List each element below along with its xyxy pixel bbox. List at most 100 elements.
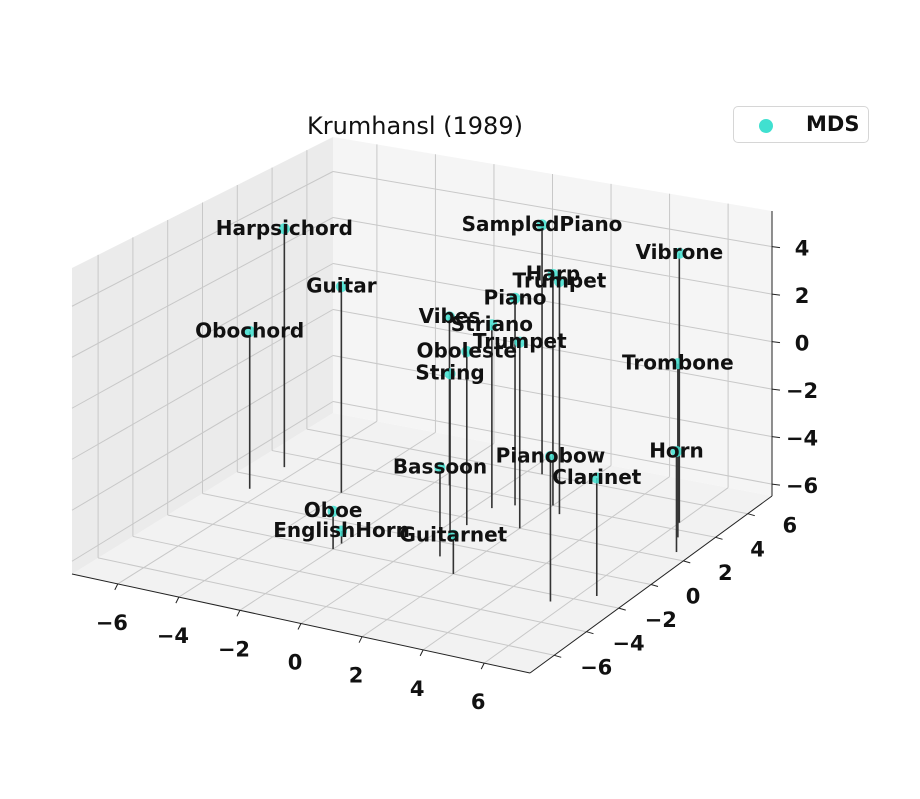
x-tick-label: 4	[410, 677, 425, 701]
grid-line-y	[306, 428, 748, 515]
y-tick-mark	[747, 513, 755, 517]
legend-marker	[759, 119, 773, 133]
y-tick-mark	[650, 584, 659, 587]
z-tick-label: −2	[786, 379, 818, 403]
grid-line-z	[332, 171, 773, 248]
x-tick-mark	[419, 649, 424, 657]
point-label: String	[415, 361, 484, 385]
data-point	[434, 461, 446, 473]
point-label: Harpsichord	[216, 216, 353, 240]
data-point	[673, 247, 685, 259]
y-tick-label: 0	[686, 585, 701, 609]
chart-title: Krumhansl (1989)	[307, 112, 523, 140]
point-label: Vibrone	[635, 240, 723, 264]
point-label: Obochord	[195, 319, 304, 343]
z-tick-mark	[771, 246, 781, 249]
grid-line-y	[202, 493, 652, 585]
grid-line-z	[71, 171, 334, 307]
data-point	[547, 268, 559, 280]
data-point	[327, 505, 339, 517]
data-point	[536, 219, 548, 231]
data-point	[447, 529, 459, 541]
grid-line-z	[71, 263, 334, 409]
x-tick-label: −2	[218, 637, 250, 661]
y-tick-mark	[586, 631, 594, 635]
z-tick-label: 4	[795, 237, 810, 261]
legend: MDS	[733, 106, 869, 143]
data-point	[244, 326, 256, 338]
data-point	[672, 358, 684, 370]
data-point	[591, 472, 603, 484]
point-label: SampledPiano	[462, 212, 623, 236]
z-tick-label: −6	[786, 474, 818, 498]
y-tick-label: 2	[718, 561, 733, 585]
grid-line-z	[332, 217, 773, 295]
point-label: Guitar	[306, 274, 377, 298]
data-point	[443, 311, 455, 323]
x-tick-label: −4	[157, 624, 189, 648]
point-label: Trombone	[622, 351, 734, 375]
point-label: Horn	[649, 438, 704, 462]
point-label: Bassoon	[393, 454, 487, 478]
grid-line-z	[71, 309, 334, 460]
y-tick-mark	[683, 560, 691, 564]
point-label: Trumpet	[513, 268, 607, 292]
y-tick-label: −2	[645, 608, 677, 632]
data-point	[461, 346, 473, 358]
y-tick-mark	[554, 654, 562, 658]
y-tick-label: 4	[750, 537, 765, 561]
grid-line-y	[132, 535, 587, 633]
data-point	[514, 336, 526, 348]
legend-label: MDS	[806, 112, 860, 136]
z-tick-label: 2	[795, 284, 810, 308]
z-tick-mark	[771, 293, 781, 296]
data-point	[278, 223, 290, 235]
data-point	[336, 525, 348, 537]
z-tick-label: 0	[795, 332, 810, 356]
grid-line-y	[167, 514, 619, 609]
x-tick-label: −6	[96, 611, 128, 635]
y-tick-mark	[715, 536, 723, 540]
x-tick-label: 0	[288, 651, 303, 675]
y-tick-mark	[618, 607, 626, 611]
point-label: EnglishHorn	[273, 518, 410, 542]
point-label: Piano	[484, 285, 547, 309]
x-tick-label: 2	[349, 664, 364, 688]
z-tick-mark	[771, 341, 781, 344]
y-tick-label: −4	[612, 632, 644, 656]
data-point	[544, 450, 556, 462]
point-label: Oboe	[304, 498, 363, 522]
point-label: Trumpet	[473, 329, 567, 353]
y-tick-label: 6	[782, 514, 797, 538]
data-point	[486, 319, 498, 331]
data-point	[553, 275, 565, 287]
x-tick-mark	[236, 610, 241, 617]
y-tick-label: −6	[580, 655, 612, 679]
x-tick-mark	[114, 583, 119, 591]
data-point	[509, 292, 521, 304]
data-point	[444, 368, 456, 380]
z-tick-label: −4	[786, 427, 818, 451]
point-label: Striano	[451, 312, 533, 336]
grid-line-y	[97, 557, 555, 656]
x-tick-mark	[480, 662, 485, 670]
x-tick-mark	[297, 623, 302, 630]
grid-line-y	[272, 450, 716, 538]
z-tick-mark	[771, 388, 781, 391]
data-point	[335, 281, 347, 293]
x-tick-mark	[175, 596, 180, 604]
point-label: Oboleste	[417, 339, 518, 363]
z-tick-mark	[771, 436, 781, 439]
grid-line-z	[71, 217, 334, 358]
point-label: Vibes	[419, 304, 481, 328]
point-label: Harp	[526, 261, 580, 285]
grid-line-z	[71, 401, 334, 562]
grid-line-y	[237, 471, 684, 562]
z-tick-mark	[771, 483, 781, 486]
point-label: Clarinet	[552, 465, 642, 489]
grid-line-z	[71, 355, 334, 511]
data-point	[670, 445, 682, 457]
point-label: Guitarnet	[399, 522, 507, 546]
x-tick-label: 6	[471, 690, 486, 714]
